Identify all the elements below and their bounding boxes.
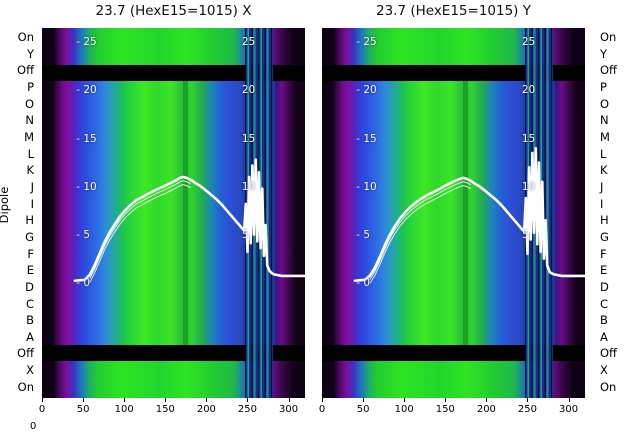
- row-label: A: [600, 329, 608, 344]
- row-label: N: [600, 113, 609, 128]
- x-tick-label: 150: [435, 404, 455, 415]
- x-tick-label: 200: [196, 404, 216, 415]
- row-label: B: [600, 313, 608, 328]
- x-tick-label: 250: [517, 404, 538, 415]
- overlay-line-chart: [322, 28, 585, 398]
- off-band-top: [42, 65, 305, 81]
- row-label: On: [17, 30, 34, 44]
- x-tick-label: 150: [155, 404, 175, 415]
- overlay-trace-secondary: [90, 185, 191, 283]
- x-tick-mark: [42, 398, 43, 402]
- dark-column: [182, 80, 188, 346]
- row-label: J: [600, 179, 604, 194]
- row-label: D: [600, 279, 609, 294]
- row-label: X: [600, 363, 608, 378]
- row-label: Y: [600, 46, 608, 61]
- row-label: Off: [600, 346, 617, 361]
- x-axis-ticks-left-plot: 0 50 100 150 200 250 300: [38, 398, 305, 422]
- row-label: Y: [26, 46, 34, 61]
- row-label: E: [600, 263, 608, 278]
- row-label: H: [600, 213, 609, 228]
- x-tick-label: 100: [114, 404, 134, 415]
- row-label: On: [17, 379, 34, 394]
- off-band-bottom: [42, 345, 305, 361]
- x-tick-label: 0: [38, 404, 46, 415]
- x-tick-mark: [288, 398, 290, 402]
- row-label: Off: [600, 63, 617, 78]
- overlay-trace: [355, 148, 585, 281]
- row-label: On: [600, 379, 617, 394]
- row-label: B: [26, 313, 34, 328]
- plot-title-y: 23.7 (HexE15=1015) Y: [375, 3, 531, 19]
- x-tick-mark: [83, 398, 85, 402]
- overlay-trace-secondary: [90, 181, 191, 279]
- heatmap-panel-x: - 25- 20- 15- 10- 5- 0 25 20 15 10 5: [42, 28, 305, 398]
- row-label: C: [600, 296, 609, 311]
- row-label: On: [600, 30, 617, 44]
- x-tick-mark: [322, 398, 323, 402]
- x-axis-ticks-right-plot: 0 50 100 150 200 250 300: [318, 398, 585, 422]
- x-tick-label: 300: [559, 404, 579, 415]
- overlay-trace: [75, 160, 305, 281]
- row-label: G: [25, 229, 34, 244]
- row-label: M: [24, 129, 34, 144]
- row-label: K: [26, 163, 34, 178]
- row-label: H: [25, 213, 34, 228]
- row-label: I: [30, 196, 34, 211]
- row-labels-left: On Y Off P O N M L K J I H G F E D C B A Off X On: [0, 31, 34, 393]
- row-label: J: [30, 179, 34, 194]
- x-tick-mark: [568, 398, 570, 402]
- x-tick-label: 0: [318, 404, 326, 415]
- x-tick-label: 50: [76, 404, 90, 415]
- row-label: F: [27, 246, 34, 261]
- x-tick-label: 50: [356, 404, 370, 415]
- row-label: F: [600, 246, 607, 261]
- row-labels-right: On Y Off P O N M L K J I H G F E D C B A Off X On: [600, 31, 638, 393]
- stray-tick-label: 0: [30, 421, 37, 432]
- x-tick-mark: [527, 398, 529, 402]
- row-label: P: [600, 79, 607, 94]
- x-tick-mark: [124, 398, 126, 402]
- row-label: I: [600, 196, 604, 211]
- x-tick-mark: [486, 398, 488, 402]
- row-label: X: [26, 363, 34, 378]
- row-label: O: [600, 96, 610, 111]
- x-tick-label: 100: [394, 404, 414, 415]
- row-label: A: [26, 329, 34, 344]
- x-tick-mark: [206, 398, 208, 402]
- heatmap-panel-y: - 25- 20- 15- 10- 5- 0 25 20 15 10 5: [322, 28, 585, 398]
- overlay-trace-secondary: [370, 186, 471, 284]
- plot-title-x: 23.7 (HexE15=1015) X: [95, 3, 252, 19]
- row-label: L: [27, 146, 34, 161]
- x-tick-mark: [445, 398, 447, 402]
- off-band-top: [322, 65, 585, 81]
- x-tick-label: 300: [279, 404, 299, 415]
- off-band-bottom: [322, 345, 585, 361]
- overlay-line-chart: [42, 28, 305, 398]
- dark-column: [462, 80, 468, 346]
- x-tick-label: 250: [237, 404, 258, 415]
- row-label: Off: [17, 63, 34, 78]
- row-label: O: [24, 96, 34, 111]
- x-tick-mark: [404, 398, 406, 402]
- overlay-trace-secondary: [370, 182, 471, 280]
- row-label: N: [25, 113, 34, 128]
- x-tick-label: 200: [476, 404, 496, 415]
- x-tick-mark: [247, 398, 249, 402]
- row-label: Off: [17, 346, 34, 361]
- row-label: E: [26, 263, 34, 278]
- x-tick-mark: [363, 398, 365, 402]
- row-label: P: [27, 79, 34, 94]
- x-tick-mark: [165, 398, 167, 402]
- row-label: D: [25, 279, 34, 294]
- row-label: G: [600, 229, 609, 244]
- row-label: M: [600, 129, 610, 144]
- row-label: C: [25, 296, 34, 311]
- row-label: K: [600, 163, 608, 178]
- row-label: L: [600, 146, 607, 161]
